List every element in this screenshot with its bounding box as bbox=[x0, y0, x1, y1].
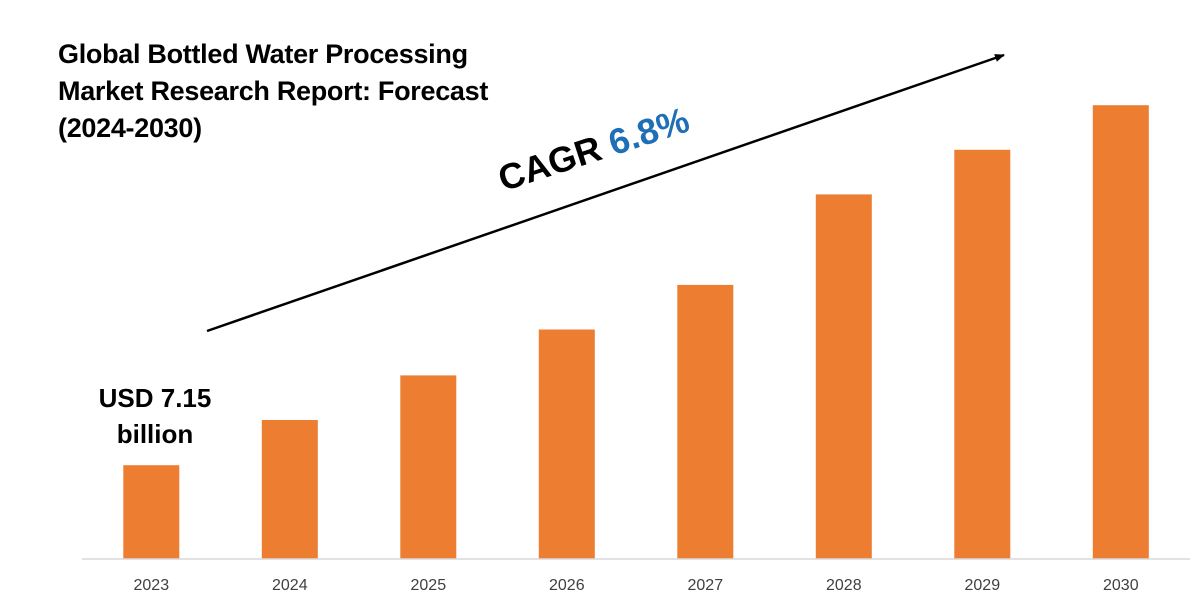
x-tick-labels: 2023 2024 2025 2026 2027 2028 2029 2030 bbox=[134, 577, 1139, 594]
bar-2026 bbox=[538, 329, 595, 559]
start-value-label: USD 7.15 billion bbox=[70, 380, 240, 452]
start-value-line-2: billion bbox=[116, 419, 194, 449]
trend-arrow bbox=[206, 53, 1005, 333]
x-tick-label-2030: 2030 bbox=[1103, 577, 1139, 594]
bar-2029 bbox=[954, 149, 1011, 560]
x-tick-label-2027: 2027 bbox=[688, 577, 724, 594]
chart-title: Global Bottled Water Processing Market R… bbox=[58, 36, 578, 147]
x-tick-label-2026: 2026 bbox=[549, 577, 585, 594]
x-tick-label-2023: 2023 bbox=[134, 577, 170, 594]
bar-2024 bbox=[261, 420, 318, 559]
title-line-3: (2024-2030) bbox=[58, 113, 202, 143]
bars-group bbox=[123, 105, 1149, 560]
start-value-line-1: USD 7.15 bbox=[98, 383, 212, 413]
bar-2023 bbox=[123, 465, 180, 559]
bar-2030 bbox=[1092, 105, 1149, 559]
bar-2028 bbox=[815, 194, 872, 559]
x-tick-label-2029: 2029 bbox=[965, 577, 1001, 594]
bar-2027 bbox=[677, 284, 734, 559]
title-line-2: Market Research Report: Forecast bbox=[58, 76, 489, 106]
bar-2025 bbox=[400, 375, 457, 559]
x-tick-label-2024: 2024 bbox=[272, 577, 308, 594]
x-tick-label-2028: 2028 bbox=[826, 577, 862, 594]
title-line-1: Global Bottled Water Processing bbox=[58, 39, 468, 69]
x-tick-label-2025: 2025 bbox=[411, 577, 447, 594]
